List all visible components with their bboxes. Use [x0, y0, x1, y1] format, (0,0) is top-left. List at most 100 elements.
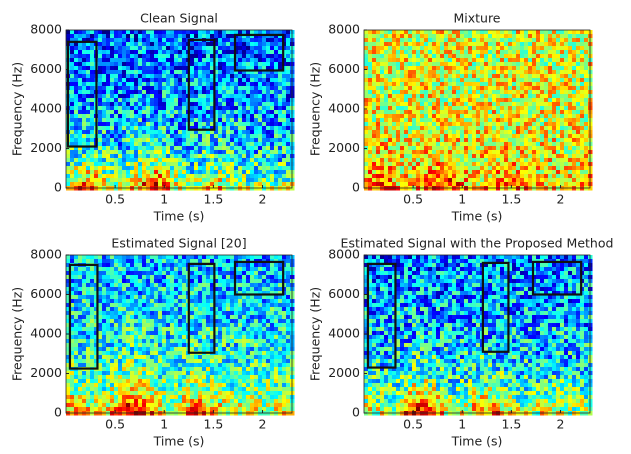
- spectrogram-cell: [424, 158, 429, 163]
- spectrogram-cell: [178, 42, 183, 47]
- spectrogram-cell: [560, 86, 565, 91]
- spectrogram-cell: [258, 38, 263, 43]
- x-tick-label: 1.5: [501, 192, 521, 207]
- spectrogram-cell: [456, 166, 461, 171]
- spectrogram-cell: [412, 134, 417, 139]
- spectrogram-cell: [150, 86, 155, 91]
- spectrogram-cell: [78, 327, 83, 332]
- spectrogram-cell: [262, 154, 267, 159]
- spectrogram-cell: [130, 150, 135, 155]
- spectrogram-cell: [158, 34, 163, 39]
- spectrogram-cell: [198, 46, 203, 51]
- spectrogram-cell: [480, 126, 485, 131]
- spectrogram-cell: [98, 271, 103, 276]
- spectrogram-cell: [408, 42, 413, 47]
- spectrogram-cell: [74, 158, 79, 163]
- spectrogram-cell: [106, 110, 111, 115]
- spectrogram-cell: [468, 50, 473, 55]
- spectrogram-cell: [504, 34, 509, 39]
- spectrogram-cell: [404, 126, 409, 131]
- spectrogram-cell: [464, 150, 469, 155]
- spectrogram-cell: [404, 54, 409, 59]
- spectrogram-cell: [162, 126, 167, 131]
- spectrogram-cell: [250, 118, 255, 123]
- spectrogram-cell: [472, 94, 477, 99]
- spectrogram-cell: [460, 170, 465, 175]
- spectrogram-cell: [178, 170, 183, 175]
- spectrogram-cell: [524, 166, 529, 171]
- spectrogram-cell: [74, 283, 79, 288]
- spectrogram-cell: [444, 102, 449, 107]
- spectrogram-cell: [142, 102, 147, 107]
- spectrogram-cell: [444, 170, 449, 175]
- spectrogram-cell: [98, 34, 103, 39]
- spectrogram-cell: [206, 62, 211, 67]
- spectrogram-cell: [576, 98, 581, 103]
- spectrogram-cell: [234, 138, 239, 143]
- spectrogram-cell: [392, 174, 397, 179]
- spectrogram-cell: [114, 134, 119, 139]
- spectrogram-cell: [416, 94, 421, 99]
- spectrogram-cell: [74, 46, 79, 51]
- spectrogram-cell: [532, 90, 537, 95]
- spectrogram-cell: [182, 150, 187, 155]
- spectrogram-cell: [286, 106, 291, 111]
- spectrogram-cell: [432, 82, 437, 87]
- spectrogram-cell: [74, 295, 79, 300]
- spectrogram-cell: [448, 158, 453, 163]
- spectrogram-cell: [90, 98, 95, 103]
- spectrogram-cell: [82, 399, 87, 404]
- spectrogram-cell: [166, 146, 171, 151]
- spectrogram-cell: [404, 34, 409, 39]
- spectrogram-cell: [512, 38, 517, 43]
- spectrogram-cell: [512, 70, 517, 75]
- spectrogram-cell: [250, 122, 255, 127]
- spectrogram-cell: [222, 74, 227, 79]
- spectrogram-cell: [456, 98, 461, 103]
- spectrogram-cell: [376, 58, 381, 63]
- spectrogram-cell: [150, 70, 155, 75]
- x-tick-label: 0.5: [105, 192, 125, 207]
- spectrogram-cell: [524, 114, 529, 119]
- spectrogram-cell: [106, 98, 111, 103]
- spectrogram-cell: [384, 130, 389, 135]
- spectrogram-cell: [544, 134, 549, 139]
- spectrogram-cell: [448, 58, 453, 63]
- spectrogram-cell: [424, 178, 429, 183]
- spectrogram-cell: [82, 130, 87, 135]
- spectrogram-cell: [86, 371, 91, 376]
- spectrogram-cell: [118, 138, 123, 143]
- spectrogram-cell: [420, 66, 425, 71]
- spectrogram-cell: [98, 38, 103, 43]
- spectrogram-cell: [408, 70, 413, 75]
- spectrogram-cell: [198, 110, 203, 115]
- spectrogram-cell: [400, 170, 405, 175]
- spectrogram-cell: [222, 46, 227, 51]
- spectrogram-cell: [512, 106, 517, 111]
- spectrogram-cell: [74, 178, 79, 183]
- spectrogram-cell: [106, 70, 111, 75]
- spectrogram-cell: [90, 102, 95, 107]
- spectrogram-cell: [158, 138, 163, 143]
- spectrogram-cell: [250, 138, 255, 143]
- spectrogram-cell: [516, 126, 521, 131]
- spectrogram-cell: [86, 150, 91, 155]
- spectrogram-cell: [440, 70, 445, 75]
- spectrogram-cell: [420, 78, 425, 83]
- spectrogram-cell: [500, 118, 505, 123]
- spectrogram-cell: [584, 42, 589, 47]
- spectrogram-cell: [520, 182, 525, 187]
- spectrogram-cell: [444, 146, 449, 151]
- spectrogram-cell: [98, 295, 103, 300]
- spectrogram-cell: [282, 122, 287, 127]
- spectrogram-cell: [258, 78, 263, 83]
- spectrogram-cell: [90, 399, 95, 404]
- spectrogram-cell: [82, 134, 87, 139]
- spectrogram-cell: [520, 46, 525, 51]
- spectrogram-cell: [492, 90, 497, 95]
- spectrogram-cell: [364, 30, 369, 35]
- spectrogram-cell: [572, 50, 577, 55]
- spectrogram-cell: [528, 94, 533, 99]
- spectrogram-cell: [396, 90, 401, 95]
- spectrogram-cell: [94, 407, 99, 412]
